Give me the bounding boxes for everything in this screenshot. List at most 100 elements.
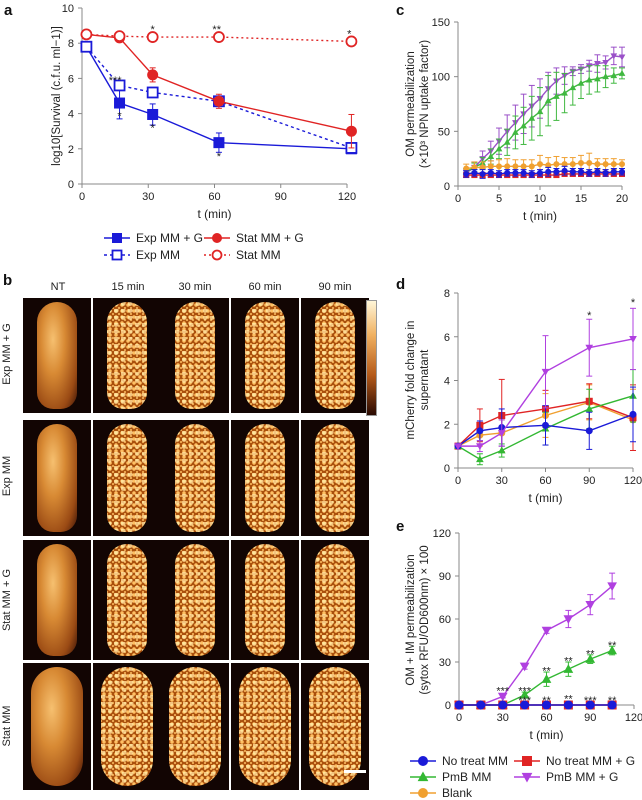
panel-letter-a: a: [4, 2, 13, 19]
afm-image-r1-c5: [301, 298, 369, 413]
panel-letter-c: c: [396, 2, 405, 19]
data-point: [618, 69, 626, 76]
legend-marker: [417, 771, 429, 782]
data-point: [607, 645, 617, 655]
data-point: [541, 674, 552, 683]
legend-marker: [112, 233, 122, 243]
series-no-treat-mm: [463, 165, 625, 179]
series-pmb-mm-g: [454, 307, 637, 453]
data-point: [563, 664, 574, 673]
data-point: [476, 455, 484, 463]
y-tick-label: 2: [68, 144, 74, 156]
data-point: [585, 427, 593, 435]
data-point: [586, 160, 593, 167]
series-line: [457, 413, 634, 447]
legend-label: Exp MM: [136, 248, 180, 262]
data-point: [586, 169, 593, 176]
y-axis-label: OM + IM permeabilization: [405, 554, 417, 685]
data-point: [536, 108, 544, 115]
legend-item-stat-mm: Stat MM: [204, 248, 281, 262]
data-point: [497, 692, 508, 702]
afm-image-r1-c4: [231, 298, 299, 413]
y-axis-label: log10[Survival (c.f.u. ml−1)]: [51, 26, 63, 166]
data-point: [577, 79, 585, 86]
data-point: [146, 31, 159, 43]
series-line: [457, 400, 634, 447]
bacterium-cell: [101, 667, 153, 786]
data-point: [537, 161, 543, 168]
significance-marker: *: [587, 310, 592, 322]
y-tick-label: 8: [68, 38, 74, 50]
series-no-treat-mm: [454, 386, 637, 450]
legend-a: Exp MM + G Stat MM + G Exp MM Stat MM: [104, 231, 304, 262]
x-tick-label: 90: [584, 712, 596, 724]
x-tick-label: 90: [275, 191, 287, 203]
significance-marker: ***: [584, 695, 598, 707]
x-tick-label: 20: [616, 193, 628, 205]
legend-item-no-treat-mm-g: No treat MM + G: [514, 754, 635, 768]
y-tick-label: 0: [444, 463, 450, 475]
bacterium-cell: [37, 302, 77, 409]
y-tick-label: 0: [445, 700, 451, 712]
y-tick-label: 60: [439, 614, 451, 626]
data-point: [113, 30, 126, 43]
bacterium-cell: [245, 544, 285, 656]
significance-marker: *: [117, 110, 122, 122]
data-point: [553, 92, 560, 99]
data-point: [542, 421, 549, 429]
panel-letter-b: b: [3, 272, 13, 289]
x-tick-label: 120: [624, 475, 642, 487]
significance-marker: **: [212, 24, 221, 36]
significance-marker: *: [347, 29, 352, 41]
afm-image-r2-c5: [301, 420, 369, 536]
data-point: [80, 40, 93, 53]
significance-marker: ***: [109, 75, 123, 87]
x-tick-label: 90: [583, 475, 595, 487]
series-stat-mm: [80, 28, 358, 48]
data-point: [476, 700, 486, 710]
data-point: [594, 161, 601, 168]
data-point: [213, 137, 225, 149]
series-line: [86, 33, 352, 132]
series-no-treat-mm: [454, 700, 617, 710]
data-point: [471, 169, 478, 176]
legend-e: No treat MM No treat MM + G PmB MM PmB MM +…: [410, 754, 635, 800]
data-point: [504, 169, 511, 176]
y-tick-label: 0: [68, 179, 74, 191]
afm-image-r4-c4: [231, 663, 299, 790]
y-tick-label: 30: [439, 657, 451, 669]
data-point: [537, 169, 543, 176]
legend-item-blank: Blank: [410, 786, 473, 800]
y-axis-label: OM permeabilization: [405, 51, 417, 156]
series-pmb-mm-g: [454, 572, 617, 711]
x-axis-label: t (min): [530, 728, 564, 742]
data-point: [146, 86, 159, 99]
y-tick-label: 6: [444, 332, 450, 344]
chart-e: 0 30 60 90 120 0 30 60 90 120 t (min) OM + IM perme…: [405, 528, 642, 742]
data-point: [497, 446, 506, 454]
bacterium-cell: [245, 424, 285, 532]
x-axis-label: t (min): [198, 207, 232, 221]
data-point: [519, 662, 530, 672]
data-point: [563, 615, 574, 625]
data-point: [610, 53, 618, 60]
significance-marker: **: [542, 666, 551, 678]
legend-label: Exp MM + G: [136, 231, 203, 245]
data-point: [610, 168, 617, 175]
afm-image-r4-c1: [23, 663, 91, 790]
data-point: [569, 168, 576, 175]
series-line: [457, 395, 634, 461]
panel-letter-e: e: [396, 518, 405, 535]
scale-bar: [344, 770, 366, 773]
bacterium-cell: [37, 424, 77, 532]
afm-image-r3-c3: [161, 540, 229, 660]
data-point: [496, 170, 502, 177]
data-point: [496, 163, 502, 170]
x-tick-label: 120: [625, 712, 642, 724]
data-point: [545, 168, 552, 175]
x-tick-label: 0: [79, 191, 85, 203]
data-point: [541, 626, 552, 636]
x-tick-label: 60: [539, 475, 551, 487]
